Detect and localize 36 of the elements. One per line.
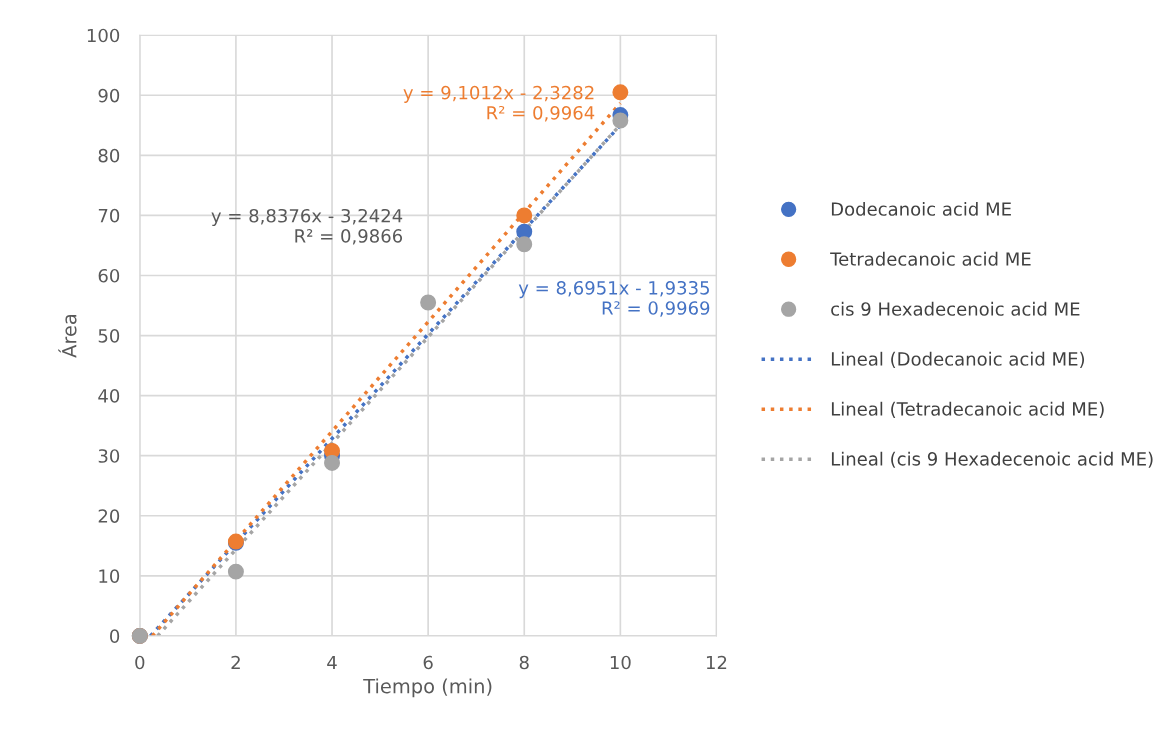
annotation: y = 8,8376x - 3,2424 R² = 0,9866 bbox=[211, 208, 403, 245]
y-tick-label: 90 bbox=[98, 88, 120, 103]
legend-label: cis 9 Hexadecenoic acid ME bbox=[831, 301, 1080, 316]
legend-label: Lineal (Tetradecanoic acid ME) bbox=[831, 401, 1104, 418]
x-tick-label: 2 bbox=[231, 655, 240, 670]
y-tick-label: 80 bbox=[98, 148, 120, 163]
x-tick-label: 12 bbox=[706, 655, 727, 670]
x-tick-label: 8 bbox=[519, 655, 529, 670]
y-tick-label: 100 bbox=[87, 28, 120, 43]
point bbox=[516, 236, 533, 253]
point bbox=[324, 454, 341, 471]
y-tick-label: 50 bbox=[98, 329, 120, 343]
annotation: y = 8,6951x - 1,9335 R² = 0,9969 bbox=[518, 280, 710, 317]
y-tick-label: 30 bbox=[98, 449, 120, 463]
y-tick-label: 20 bbox=[98, 509, 120, 523]
y-tick-label: 10 bbox=[99, 569, 120, 583]
y-tick-label: 40 bbox=[98, 389, 120, 403]
point bbox=[227, 563, 244, 580]
x-tick-label: 6 bbox=[423, 655, 433, 670]
annotation: y = 9,1012x - 2,3282 R² = 0,9964 bbox=[403, 85, 595, 122]
legend-label: Lineal (Dodecanoic acid ME) bbox=[831, 351, 1085, 368]
point bbox=[516, 207, 533, 224]
point bbox=[612, 112, 629, 129]
y-tick-label: 60 bbox=[98, 268, 120, 283]
y-tick-label: 70 bbox=[98, 208, 120, 223]
point bbox=[420, 294, 437, 311]
legend-label: Dodecanoic acid ME bbox=[831, 201, 1011, 216]
x-tick-label: 0 bbox=[135, 655, 145, 670]
x-tick-label: 4 bbox=[327, 655, 337, 670]
legend-label: Lineal (cis 9 Hexadecenoic acid ME) bbox=[831, 451, 1153, 468]
legend-label: Tetradecanoic acid ME bbox=[830, 251, 1031, 266]
x-axis-title: Tiempo (min) bbox=[363, 678, 492, 698]
x-tick-label: 10 bbox=[610, 655, 631, 670]
point bbox=[612, 84, 629, 101]
y-axis-title: Área bbox=[58, 314, 77, 358]
y-tick-label: 0 bbox=[110, 629, 120, 644]
